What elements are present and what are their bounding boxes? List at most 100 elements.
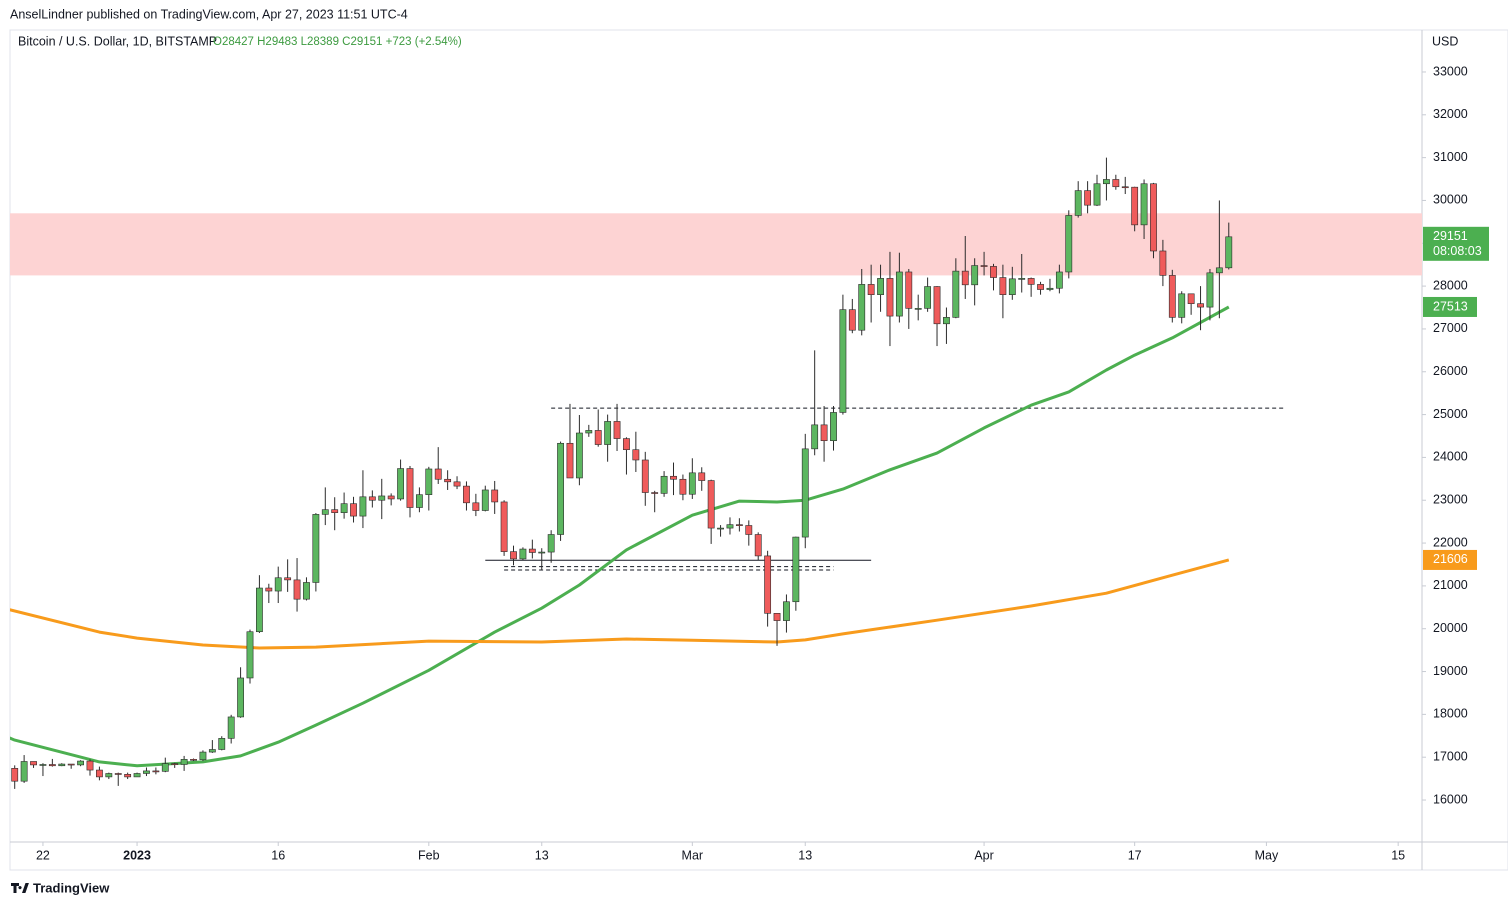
candle-body <box>350 503 357 517</box>
candle-body <box>67 763 75 766</box>
candle-body <box>773 613 781 621</box>
candle-body <box>848 309 856 331</box>
candle-body <box>1008 278 1016 295</box>
y-tick-label: 26000 <box>1433 364 1468 378</box>
candle-body <box>688 472 696 495</box>
candle-body <box>867 284 875 295</box>
candle-body <box>858 284 866 331</box>
ohlc-legend: O28427 H29483 L28389 C29151 +723 (+2.54%… <box>213 36 462 48</box>
candle-body <box>623 438 630 451</box>
x-tick-label: Mar <box>682 848 704 862</box>
candle-body <box>754 534 762 557</box>
candle-body <box>839 309 847 413</box>
candle-body <box>820 424 828 442</box>
candle-body <box>171 763 179 765</box>
candle-body <box>1197 303 1204 308</box>
candle-body <box>114 773 122 775</box>
ma-price-box <box>1423 549 1477 570</box>
candle-body <box>293 579 301 600</box>
candle-body <box>801 448 809 538</box>
candle-body <box>48 764 56 767</box>
moving-average <box>10 305 1230 768</box>
candle-body <box>1178 293 1186 318</box>
y-tick-label: 24000 <box>1433 450 1468 464</box>
candle-body <box>707 480 715 529</box>
candle-body <box>557 442 564 535</box>
candle-body <box>670 475 677 480</box>
candle-body <box>1159 250 1167 276</box>
candle-body <box>96 769 103 778</box>
candle-body <box>1121 186 1129 189</box>
candle-body <box>566 442 574 479</box>
candle-body <box>77 760 84 766</box>
candle-body <box>1074 190 1082 216</box>
y-tick-label: 31000 <box>1433 150 1468 164</box>
candle-body <box>86 760 94 771</box>
candle-body <box>999 277 1007 295</box>
candle-body <box>764 555 772 614</box>
tradingview-logo <box>11 883 29 893</box>
candle-body <box>519 548 527 560</box>
candle-body <box>1046 287 1054 290</box>
y-tick-label: 19000 <box>1433 664 1468 678</box>
candle-body <box>980 265 988 267</box>
ma-price-box <box>1423 296 1477 317</box>
candle-body <box>698 472 706 481</box>
candle-body <box>303 582 310 600</box>
candle-body <box>1084 190 1092 206</box>
candle-body <box>1168 275 1176 318</box>
last-price-box <box>1423 226 1489 261</box>
candle-body <box>830 412 837 442</box>
ma-price: 21606 <box>1433 552 1468 566</box>
candle-body <box>651 492 659 494</box>
candle-body <box>510 551 517 560</box>
y-tick-label: 27000 <box>1433 321 1468 335</box>
candle-body <box>1225 236 1233 269</box>
candle-body <box>434 468 442 480</box>
candle-body <box>660 475 668 494</box>
candle-body <box>811 424 819 450</box>
candle-body <box>783 601 790 621</box>
candle-body <box>227 716 235 739</box>
candle-body <box>632 449 640 461</box>
candle-body <box>1131 186 1139 226</box>
candle-body <box>397 468 404 500</box>
candle-body <box>1065 215 1073 273</box>
candle-body <box>444 478 452 483</box>
ma-price: 27513 <box>1433 299 1468 313</box>
candle-body <box>180 759 188 765</box>
moving-average <box>10 558 1230 650</box>
y-tick-label: 18000 <box>1433 707 1468 721</box>
candle-body <box>585 430 593 434</box>
x-tick-label: 2023 <box>123 848 151 862</box>
candle-body <box>1206 272 1214 308</box>
candle-body <box>321 509 329 515</box>
candle-body <box>604 421 612 445</box>
frame <box>9 29 1508 871</box>
candle-body <box>971 265 979 286</box>
candle-body <box>547 534 555 553</box>
candle-body <box>368 496 376 501</box>
y-tick-label: 33000 <box>1433 64 1468 78</box>
candle-body <box>246 631 254 679</box>
candle-body <box>237 677 244 718</box>
candle-body <box>143 770 150 774</box>
candle-body <box>463 485 470 504</box>
candle-body <box>161 763 169 772</box>
x-tick-label: Feb <box>418 848 440 862</box>
x-tick-label: 15 <box>1391 848 1405 862</box>
candle-body <box>265 587 273 592</box>
candle-body <box>20 761 28 782</box>
resistance-zone <box>10 213 1422 276</box>
candle-body <box>1103 179 1110 185</box>
y-tick-label: 32000 <box>1433 107 1468 121</box>
candle-body <box>961 270 969 286</box>
candle-body <box>208 749 216 753</box>
candle-body <box>425 468 433 495</box>
candle-body <box>1187 293 1195 304</box>
candle-body <box>256 587 263 633</box>
candle-body <box>274 577 282 592</box>
x-tick-label: May <box>1255 848 1279 862</box>
footer-brand: TradingView <box>33 880 110 895</box>
